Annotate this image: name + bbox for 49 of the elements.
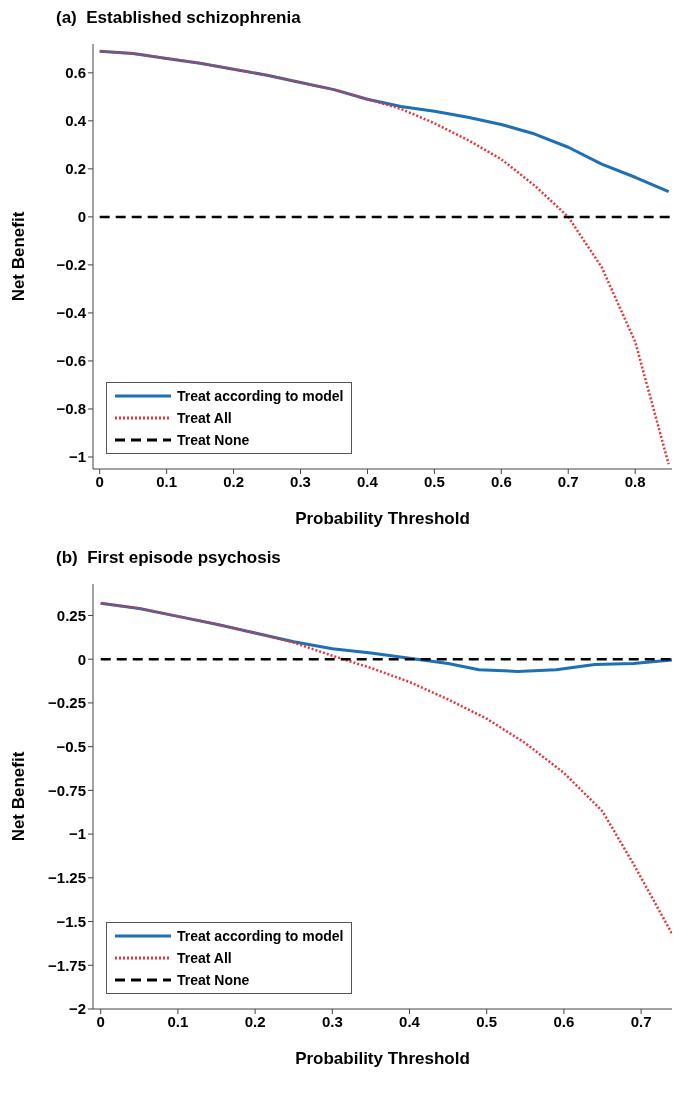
y-tick-label: −0.2 <box>56 256 86 274</box>
legend-label: Treat according to model <box>177 388 344 404</box>
x-tick-label: 0.6 <box>490 472 512 490</box>
y-tick-label: −1.75 <box>48 956 86 974</box>
y-tick-label: −1.25 <box>48 869 86 887</box>
x-tick-label: 0.8 <box>624 472 646 490</box>
chart-title: (a) Established schizophrenia <box>55 8 302 29</box>
y-tick-label: −1 <box>68 448 86 466</box>
y-tick-label: −0.6 <box>56 352 86 370</box>
x-tick-label: 0.7 <box>557 472 579 490</box>
x-tick-label: 0.1 <box>167 1012 189 1030</box>
x-tick-label: 0.3 <box>290 472 311 490</box>
x-tick-label: 0.5 <box>423 472 445 490</box>
x-axis-title: Probability Threshold <box>295 1049 470 1068</box>
x-axis-title: Probability Threshold <box>295 509 470 528</box>
legend-label: Treat None <box>177 432 250 448</box>
y-tick-label: 0.2 <box>65 160 86 178</box>
y-tick-label: 0.6 <box>65 64 86 82</box>
x-tick-label: 0.3 <box>321 1012 343 1030</box>
y-tick-label: −0.5 <box>56 737 86 755</box>
y-tick-label: −0.25 <box>48 694 86 712</box>
y-tick-label: −0.75 <box>48 781 86 799</box>
y-tick-label: −1.5 <box>56 912 86 930</box>
y-tick-label: 0 <box>77 208 86 226</box>
y-axis-title: Net Benefit <box>9 211 29 302</box>
legend-label: Treat according to model <box>177 928 344 944</box>
x-tick-label: 0.1 <box>156 472 178 490</box>
x-tick-label: 0 <box>95 472 104 490</box>
y-axis-title: Net Benefit <box>9 751 29 842</box>
x-tick-label: 0 <box>96 1012 105 1030</box>
y-tick-label: −0.8 <box>56 400 86 418</box>
x-tick-label: 0.5 <box>476 1012 498 1030</box>
x-tick-label: 0.4 <box>399 1012 421 1030</box>
x-tick-label: 0.2 <box>244 1012 266 1030</box>
legend-label: Treat None <box>177 972 250 988</box>
x-tick-label: 0.4 <box>357 472 379 490</box>
chart-title: (b) First episode psychosis <box>55 548 282 569</box>
x-tick-label: 0.2 <box>223 472 244 490</box>
y-tick-label: −2 <box>68 1000 86 1018</box>
legend-label: Treat All <box>177 410 232 426</box>
y-tick-label: 0 <box>77 650 86 668</box>
line-series <box>98 49 670 466</box>
x-tick-label: 0.6 <box>553 1012 575 1030</box>
y-tick-label: 0.25 <box>56 606 86 624</box>
legend-label: Treat All <box>177 950 232 966</box>
y-tick-label: −0.4 <box>56 304 87 322</box>
y-tick-label: −1 <box>68 825 86 843</box>
y-tick-label: 0.4 <box>65 112 87 130</box>
x-tick-label: 0.7 <box>630 1012 652 1030</box>
